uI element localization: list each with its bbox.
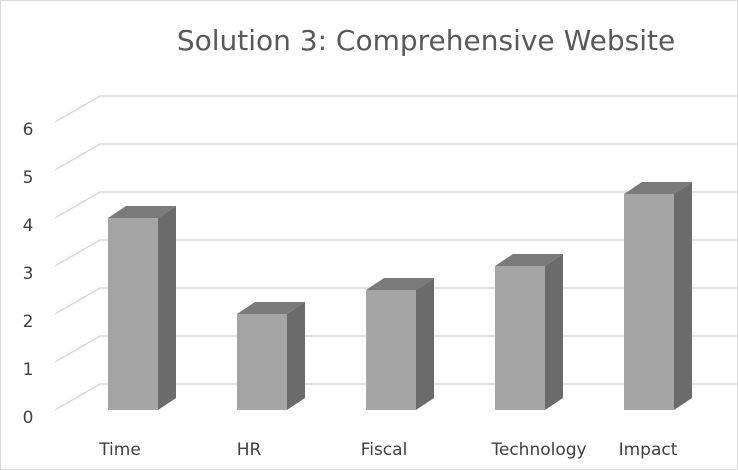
y-tick-label: 0 — [23, 408, 34, 428]
y-tick-label: 4 — [23, 216, 34, 236]
bar-side — [545, 254, 563, 410]
bar-side — [287, 302, 305, 410]
bar-top — [366, 278, 434, 290]
y-tick-label: 5 — [23, 168, 34, 188]
bar — [108, 218, 158, 410]
bar-side — [158, 206, 176, 410]
y-tick-label: 2 — [23, 312, 34, 332]
y-tick-label: 1 — [23, 360, 34, 380]
grid-line — [54, 95, 738, 123]
x-tick-label: Technology — [490, 440, 586, 460]
bar-top — [237, 302, 305, 314]
bar-top — [495, 254, 563, 266]
x-tick-label: HR — [237, 440, 262, 460]
grid-line — [54, 143, 738, 171]
x-tick-label: Time — [98, 440, 141, 460]
bar-side — [416, 278, 434, 410]
grid-line — [54, 191, 738, 219]
bar — [495, 266, 545, 410]
bar-top — [624, 182, 692, 194]
y-tick-label: 6 — [23, 120, 34, 140]
bar-side — [674, 182, 692, 410]
x-tick-label: Impact — [619, 440, 678, 460]
y-tick-label: 3 — [23, 264, 34, 284]
chart-title: Solution 3: Comprehensive Website — [177, 24, 675, 57]
grid-line — [54, 239, 738, 267]
bar-top — [108, 206, 176, 218]
bar — [366, 290, 416, 410]
bar — [237, 314, 287, 410]
bar — [624, 194, 674, 410]
x-tick-label: Fiscal — [361, 440, 408, 460]
